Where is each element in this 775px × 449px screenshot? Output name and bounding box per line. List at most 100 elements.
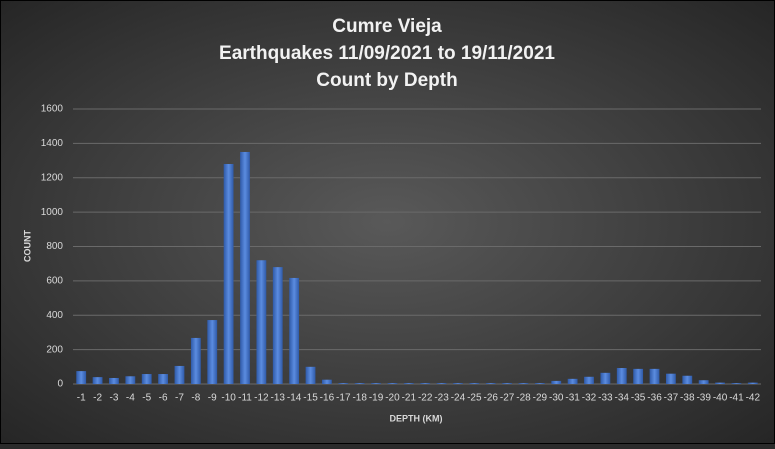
x-tick-label: -12 <box>254 393 269 404</box>
bar <box>141 374 152 384</box>
bar <box>289 277 300 384</box>
x-tick-label: -16 <box>320 393 335 404</box>
x-tick-label: -31 <box>565 393 580 404</box>
bar <box>436 383 447 384</box>
chart-title: Cumre Vieja <box>332 16 442 37</box>
x-tick-label: -18 <box>352 393 367 404</box>
y-tick-label: 800 <box>46 241 63 252</box>
bar <box>321 379 332 384</box>
x-tick-label: -23 <box>434 393 449 404</box>
x-tick-label: -36 <box>647 393 662 404</box>
bar <box>665 373 676 384</box>
bar <box>403 383 414 384</box>
bar <box>534 383 545 384</box>
y-tick-label: 1600 <box>41 104 64 115</box>
bar <box>649 368 660 384</box>
y-axis-label: COUNT <box>22 230 32 262</box>
bar <box>305 366 316 384</box>
bar <box>207 320 218 384</box>
x-tick-label: -5 <box>142 393 151 404</box>
y-tick-label: 400 <box>46 310 63 321</box>
bar <box>190 337 201 384</box>
x-tick-label: -27 <box>500 393 515 404</box>
y-tick-label: 0 <box>57 379 63 390</box>
y-tick-label: 600 <box>46 276 63 287</box>
bar <box>76 371 87 384</box>
chart-title: Count by Depth <box>316 70 457 91</box>
bar <box>371 383 381 384</box>
chart-title: Earthquakes 11/09/2021 to 19/11/2021 <box>219 43 555 64</box>
x-tick-label: -6 <box>159 393 168 404</box>
bar <box>551 380 562 384</box>
x-tick-label: -10 <box>221 393 236 404</box>
x-tick-label: -29 <box>533 393 548 404</box>
x-tick-label: -25 <box>467 393 482 404</box>
x-tick-label: -11 <box>238 393 252 404</box>
bar <box>698 380 709 384</box>
x-tick-label: -3 <box>109 393 118 404</box>
x-tick-label: -28 <box>516 393 531 404</box>
bar <box>240 151 250 384</box>
bar <box>92 377 103 384</box>
bar <box>731 383 742 384</box>
bar <box>109 377 119 384</box>
bar <box>125 376 136 384</box>
x-tick-label: -20 <box>385 393 400 404</box>
bar <box>469 383 480 384</box>
x-tick-label: -42 <box>746 393 761 404</box>
x-tick-label: -37 <box>664 393 679 404</box>
x-axis-label: DEPTH (KM) <box>390 413 443 423</box>
bar <box>600 372 611 384</box>
x-tick-label: -41 <box>729 393 744 404</box>
bar <box>584 376 594 384</box>
bar <box>256 260 267 384</box>
x-tick-label: -13 <box>271 393 286 404</box>
bar <box>272 267 283 384</box>
x-tick-label: -8 <box>191 393 200 404</box>
bar <box>223 164 234 384</box>
y-tick-label: 1000 <box>41 207 64 218</box>
y-tick-label: 1400 <box>41 138 64 149</box>
x-tick-label: -4 <box>126 393 135 404</box>
x-tick-label: -38 <box>680 393 695 404</box>
bar <box>338 383 349 384</box>
bar <box>633 368 644 384</box>
x-tick-label: -32 <box>582 393 597 404</box>
x-tick-label: -7 <box>175 393 184 404</box>
bar <box>502 383 513 384</box>
bar <box>567 378 578 384</box>
x-tick-label: -9 <box>208 393 217 404</box>
bar <box>354 383 365 384</box>
x-tick-label: -14 <box>287 393 302 404</box>
bar <box>174 365 185 384</box>
x-tick-label: -39 <box>696 393 711 404</box>
bar <box>387 383 398 384</box>
bar <box>682 375 693 384</box>
x-tick-label: -35 <box>631 393 646 404</box>
bar <box>518 383 529 384</box>
x-tick-label: -15 <box>303 393 318 404</box>
x-tick-label: -22 <box>418 393 433 404</box>
x-tick-label: -34 <box>615 393 630 404</box>
x-tick-label: -33 <box>598 393 613 404</box>
bar <box>715 382 725 384</box>
bar <box>453 383 463 384</box>
bar <box>158 374 169 384</box>
bar <box>485 383 496 384</box>
x-tick-label: -19 <box>369 393 384 404</box>
x-tick-label: -1 <box>77 393 86 404</box>
x-tick-label: -17 <box>336 393 351 404</box>
x-tick-label: -26 <box>483 393 498 404</box>
bar <box>616 368 627 384</box>
x-tick-label: -30 <box>549 393 564 404</box>
y-tick-label: 1200 <box>41 172 64 183</box>
x-tick-label: -21 <box>402 393 417 404</box>
bar <box>747 382 758 384</box>
x-tick-label: -24 <box>451 393 466 404</box>
x-tick-label: -40 <box>713 393 728 404</box>
bar <box>420 383 431 384</box>
y-tick-label: 200 <box>46 344 63 355</box>
x-tick-label: -2 <box>93 393 102 404</box>
